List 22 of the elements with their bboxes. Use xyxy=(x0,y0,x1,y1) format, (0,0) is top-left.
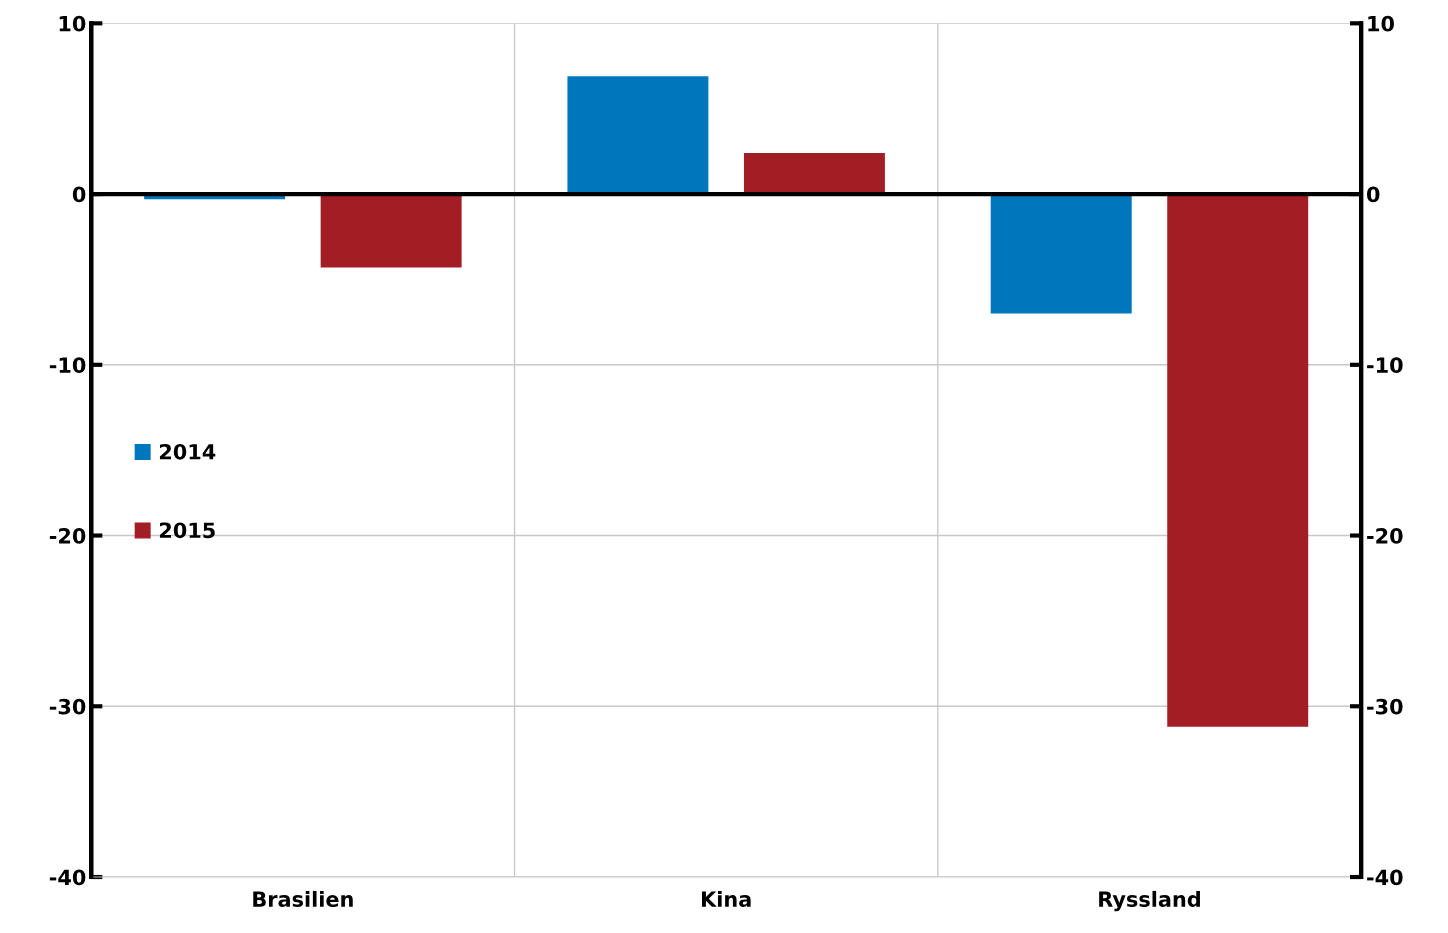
y-tick-label: -10 xyxy=(49,357,86,374)
bar xyxy=(320,194,462,268)
x-tick-label: Ryssland xyxy=(1099,890,1200,912)
y-tick-label: 0 xyxy=(72,186,86,203)
y-tick-label: -40 xyxy=(49,869,86,886)
y-tick-label: -20 xyxy=(49,527,86,544)
y2-tick-label: -10 xyxy=(1367,357,1403,374)
legend-label: 2015 xyxy=(159,522,215,539)
y2-tick-label: 0 xyxy=(1366,186,1380,203)
x-tick-label: Brasilien xyxy=(253,890,353,908)
bar xyxy=(743,153,885,195)
y2-tick-label: -30 xyxy=(1367,698,1403,715)
y-tick-label: 10 xyxy=(59,15,86,32)
y2-tick-label: -20 xyxy=(1367,527,1403,544)
y2-tick-label: 10 xyxy=(1368,15,1394,32)
legend-label: 2014 xyxy=(159,443,216,460)
bar xyxy=(990,194,1132,314)
x-tick-label: Kina xyxy=(702,890,751,908)
y2-tick-label: -40 xyxy=(1367,869,1403,886)
y-tick-label: -30 xyxy=(49,698,86,715)
bar xyxy=(567,76,709,195)
bar xyxy=(1167,194,1309,727)
